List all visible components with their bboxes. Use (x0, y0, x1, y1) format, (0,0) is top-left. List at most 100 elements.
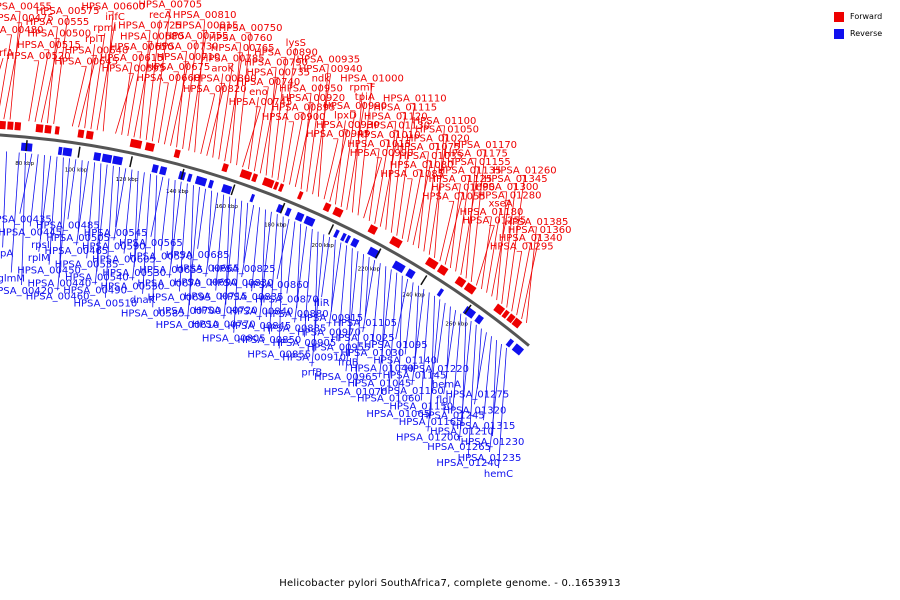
forward-leader (224, 53, 244, 162)
reverse-swatch (834, 28, 844, 39)
reverse-gene (151, 164, 159, 174)
forward-gene (85, 130, 94, 140)
reverse-gene (112, 155, 124, 166)
forward-leader (259, 77, 279, 174)
reverse-gene (249, 193, 256, 203)
legend-reverse: Reverse (834, 25, 892, 42)
reverse-leader (395, 278, 409, 340)
forward-gene-label: HPSA_01035 (399, 151, 463, 162)
forward-gene-label: HPSA_00710 (157, 52, 221, 63)
reverse-leader (207, 190, 213, 263)
reverse-gene-label: HPSA_01245 (421, 411, 485, 422)
reverse-leader (436, 302, 446, 363)
forward-gene (54, 126, 60, 135)
forward-leader (439, 201, 455, 262)
forward-leader (526, 226, 537, 323)
reverse-leader (397, 275, 403, 408)
forward-leader (96, 22, 116, 131)
reverse-gene-label: HPSA_00570 (129, 251, 193, 262)
forward-gene-label: HPSA_01020 (406, 133, 470, 144)
reverse-gene-label: HPSA_00880 (265, 309, 329, 320)
forward-gene-label: HPSA_01385 (505, 217, 569, 228)
reverse-gene-label: HPSA_00585 (121, 308, 185, 319)
forward-leader (90, 33, 106, 130)
forward-gene (332, 206, 344, 218)
reverse-gene-label: HPSA_00825 (212, 264, 276, 275)
reverse-leader (205, 192, 219, 277)
forward-leader (486, 208, 501, 293)
reverse-leader (241, 204, 255, 278)
forward-leader (496, 192, 508, 301)
reverse-leader (489, 343, 502, 453)
reverse-gene-label: HPSA_00910 (282, 353, 346, 364)
forward-leader (9, 11, 21, 120)
forward-leader (407, 169, 423, 242)
forward-gene-label: HPSA_00895 (272, 103, 336, 114)
strand-legend: Forward Reverse (834, 8, 892, 42)
forward-gene-label: HPSA_00765 (211, 43, 275, 54)
forward-gene-label: HPSA_01100 (413, 116, 477, 127)
reverse-leader (483, 336, 492, 421)
reverse-leader (452, 313, 462, 410)
forward-gene (511, 317, 523, 329)
forward-leader (84, 44, 96, 129)
reverse-gene (221, 184, 233, 195)
forward-gene-label: HPSA_01260 (493, 166, 557, 177)
forward-gene-label: HPSA_01085 (380, 169, 444, 180)
forward-leader (521, 234, 540, 320)
forward-gene (273, 181, 280, 191)
forward-leader (300, 93, 312, 190)
reverse-gene (333, 229, 340, 239)
forward-leader (0, 57, 4, 70)
forward-gene-label: HPSA_00645 (54, 56, 118, 67)
reverse-gene-label: HPSA_01040 (350, 363, 414, 374)
forward-gene-label: HPSA_01170 (453, 140, 517, 151)
forward-gene-label: HPSA_01050 (415, 125, 479, 136)
forward-gene-label: HPSA_00555 (26, 17, 90, 28)
reverse-leader (123, 169, 133, 254)
reverse-leader (303, 229, 313, 338)
reverse-leader (10, 152, 20, 273)
reverse-gene (505, 338, 515, 348)
forward-gene (389, 235, 403, 249)
forward-gene (14, 122, 22, 131)
forward-leader (182, 40, 198, 149)
reverse-leader (58, 157, 64, 278)
reverse-gene-label: HPSA_00965 (314, 372, 378, 383)
forward-leader (357, 83, 373, 216)
forward-leader (78, 55, 97, 128)
forward-gene-label: lysS (286, 38, 306, 49)
forward-gene (463, 282, 477, 295)
forward-gene-label: HPSA_01300 (475, 182, 539, 193)
forward-leader (401, 178, 413, 239)
forward-leader (465, 158, 477, 279)
forward-gene-label: HPSA_00640 (65, 45, 129, 56)
reverse-gene-label: HPSA_01025 (331, 333, 395, 344)
forward-leader (423, 143, 439, 252)
reverse-leader (40, 155, 45, 240)
reverse-gene-label: HPSA_00510 (74, 299, 138, 310)
forward-leader (121, 62, 133, 135)
reverse-gene-label: HPSA_01105 (333, 318, 397, 329)
reverse-gene-label: HPSA_00715 (184, 292, 248, 303)
kbp-label: 140 kbp (166, 189, 189, 195)
forward-leader (176, 51, 187, 148)
reverse-gene (344, 234, 351, 244)
reverse-leader (131, 172, 145, 281)
reverse-leader (178, 183, 188, 292)
reverse-gene-label: HPSA_01145 (383, 371, 447, 382)
forward-gene-label: rplT (85, 34, 105, 45)
forward-gene (144, 142, 155, 152)
reverse-gene-label: HPSA_00420 (0, 286, 53, 297)
forward-leader (511, 251, 523, 312)
forward-gene-label: HPSA_00735 (246, 67, 310, 78)
forward-gene-label: HPSA_00755 (165, 31, 229, 42)
reverse-leader (29, 154, 39, 227)
reverse-leader (225, 196, 231, 305)
forward-leader (170, 61, 189, 146)
reverse-gene-label: HPSA_00915 (299, 313, 363, 324)
reverse-leader (328, 242, 342, 327)
forward-gene-label: HPSA_00940 (299, 64, 363, 75)
forward-leader (277, 47, 297, 180)
forward-gene (436, 264, 449, 276)
